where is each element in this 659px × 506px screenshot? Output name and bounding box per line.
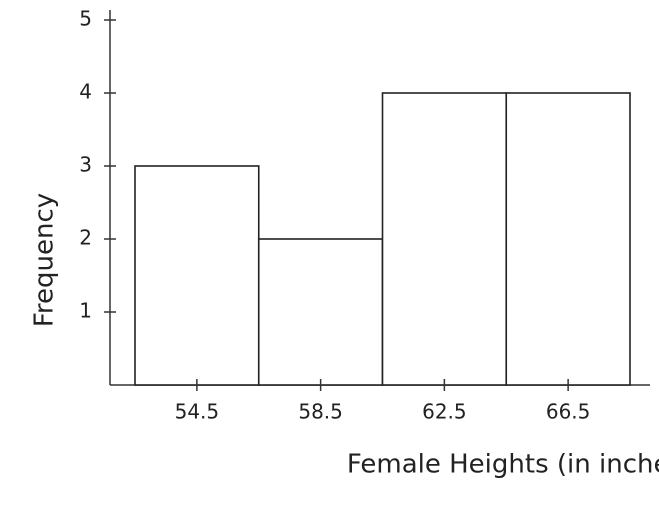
y-tick-label: 5 bbox=[79, 7, 92, 31]
x-tick-label: 54.5 bbox=[175, 400, 220, 424]
bar bbox=[506, 93, 630, 385]
bar bbox=[383, 93, 507, 385]
chart: Female Heights (in inches) Frequency 1 2 3… bbox=[0, 0, 659, 506]
y-tick-label: 4 bbox=[79, 80, 92, 104]
y-axis-label: Frequency bbox=[30, 193, 60, 327]
bar bbox=[259, 239, 383, 385]
y-tick-label: 3 bbox=[79, 153, 92, 177]
y-tick-label: 2 bbox=[79, 226, 92, 250]
x-axis-label: Female Heights (in inches) bbox=[347, 450, 659, 480]
x-tick-label: 62.5 bbox=[422, 400, 467, 424]
y-tick-label: 1 bbox=[79, 299, 92, 323]
x-tick-label: 66.5 bbox=[546, 400, 591, 424]
x-tick-label: 58.5 bbox=[298, 400, 343, 424]
bar bbox=[135, 166, 259, 385]
